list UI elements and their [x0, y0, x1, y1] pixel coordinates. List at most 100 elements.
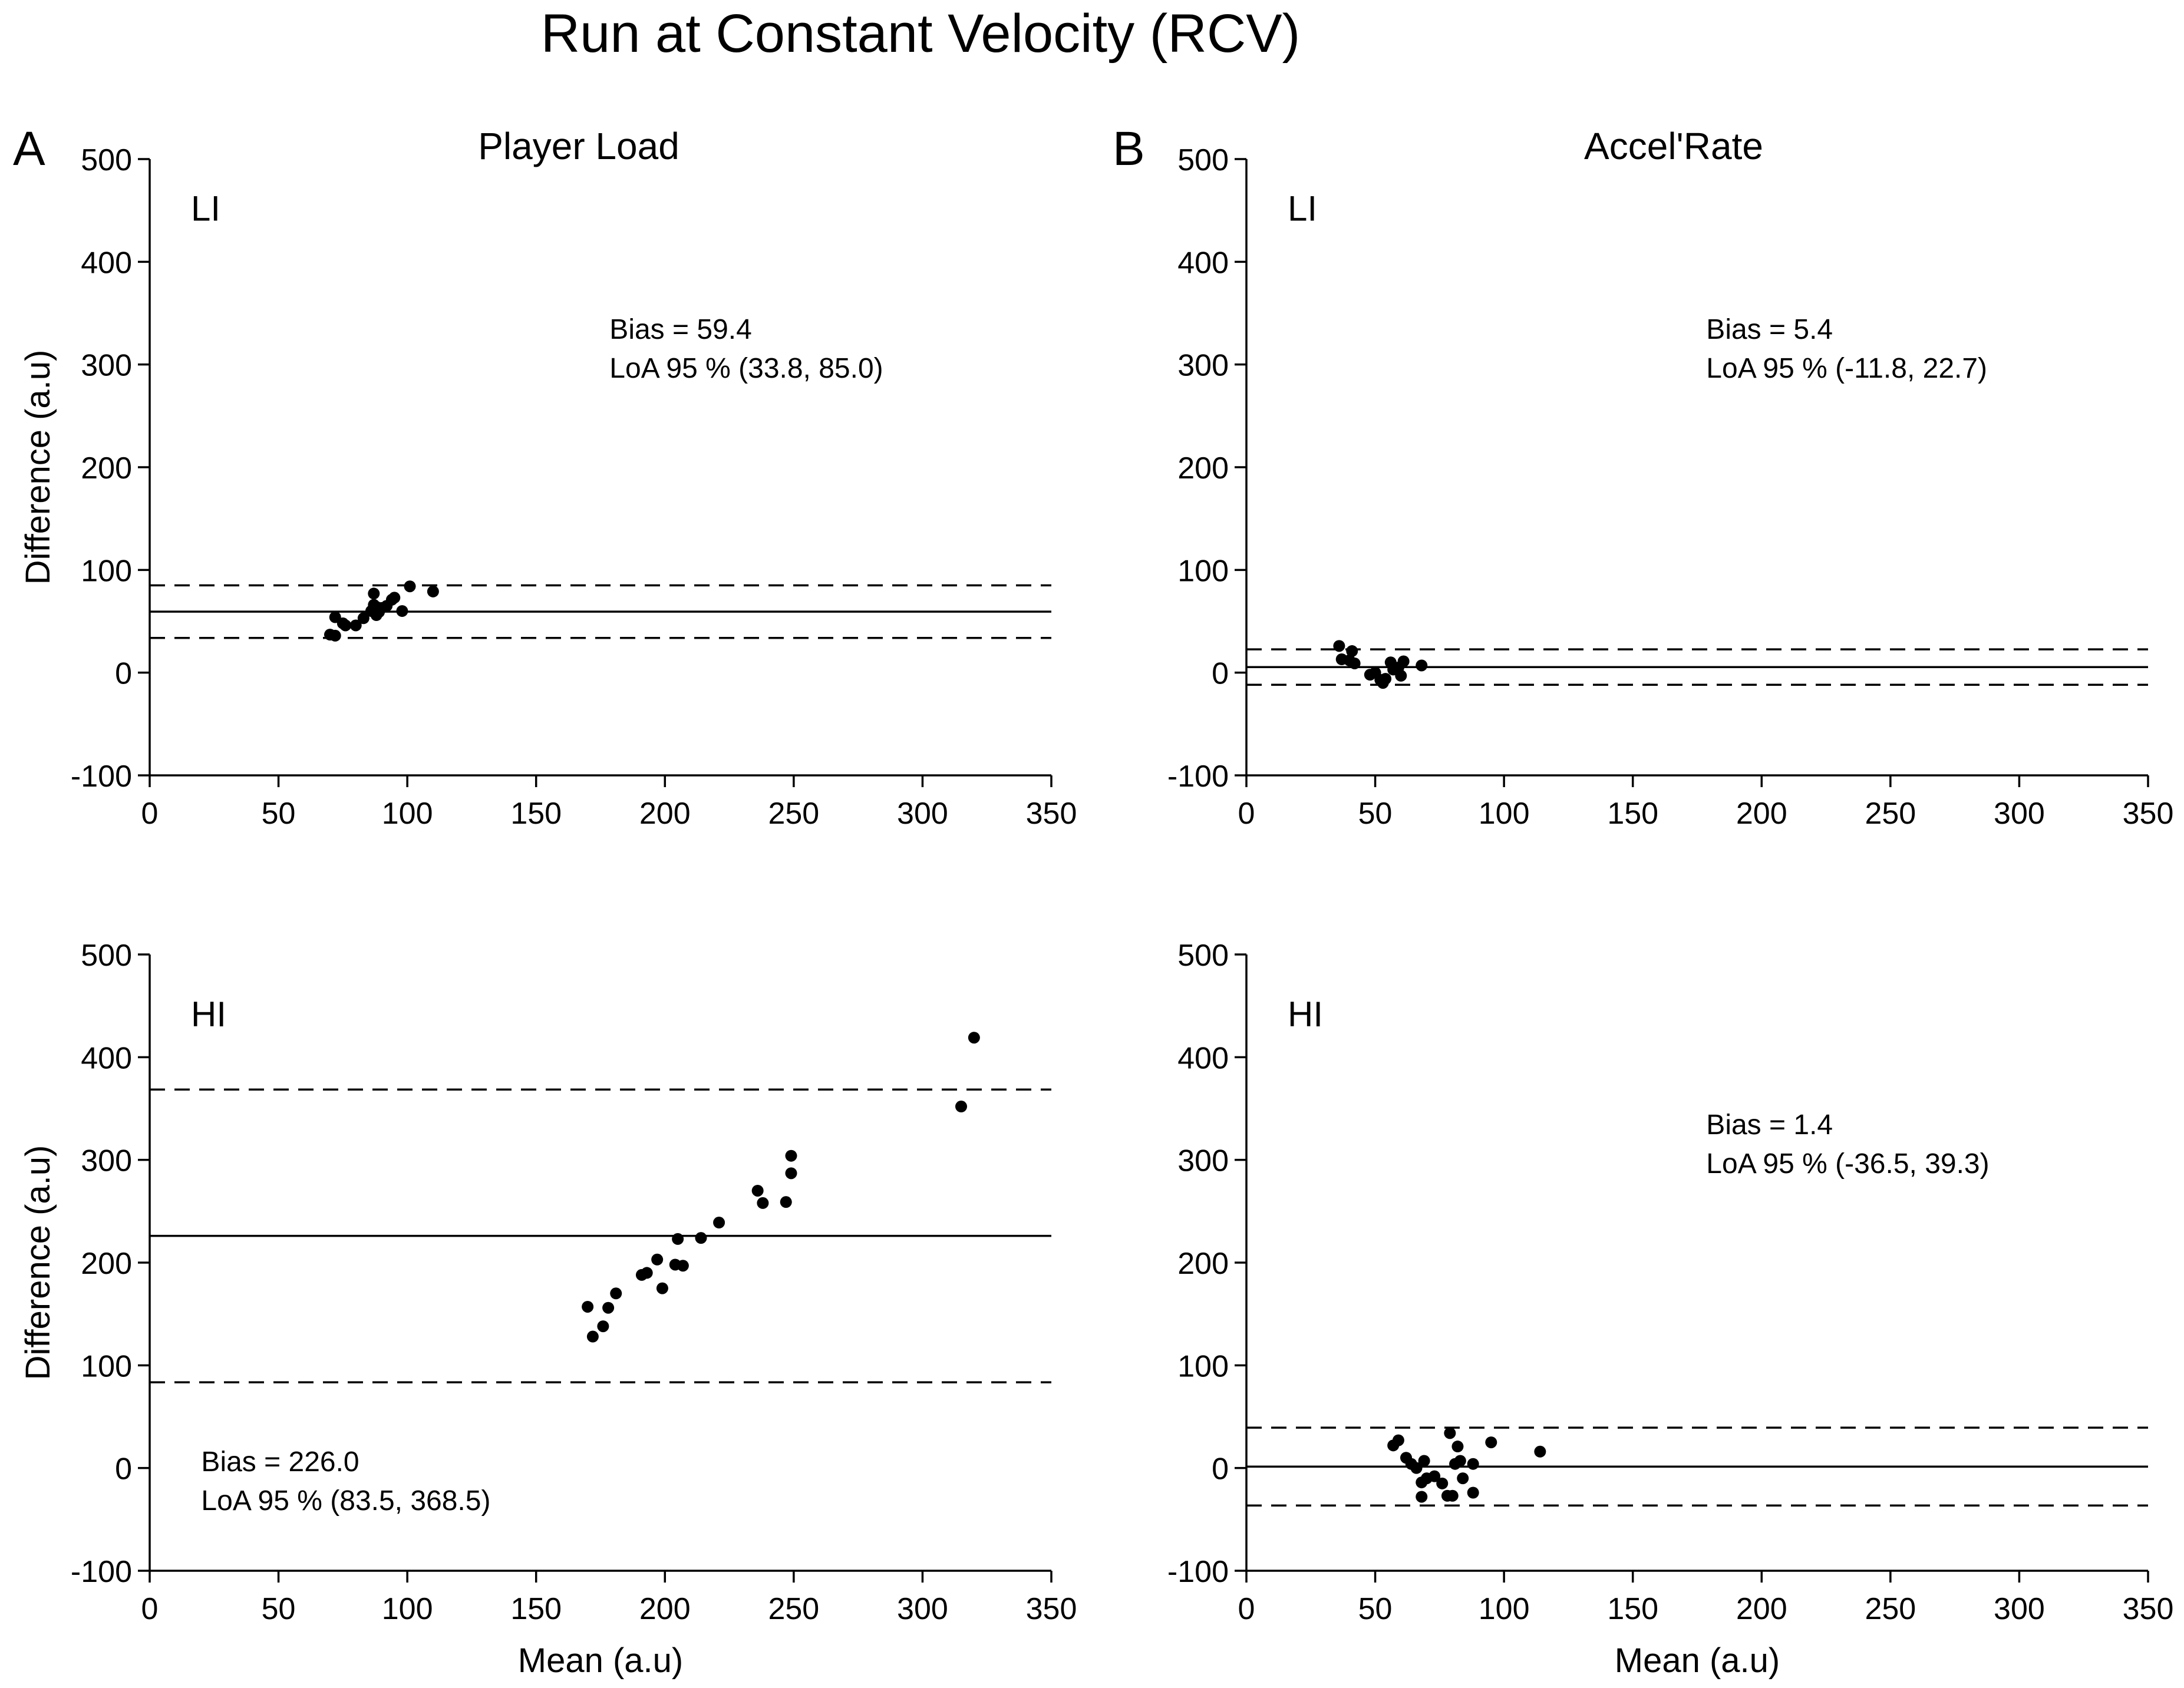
data-point — [677, 1260, 689, 1272]
x-tick-label: 100 — [1479, 797, 1530, 831]
x-tick-label: 350 — [1026, 1592, 1077, 1626]
data-point — [368, 587, 380, 600]
bias-annotation: Bias = 226.0 — [201, 1446, 359, 1478]
data-point — [1451, 1441, 1464, 1453]
data-point — [329, 629, 341, 642]
y-tick-label: -100 — [1167, 759, 1229, 794]
data-point — [651, 1253, 664, 1266]
y-tick-label: 200 — [81, 1247, 132, 1281]
y-tick-label: -100 — [71, 759, 132, 794]
panel-label-b: B — [1113, 122, 1145, 176]
y-tick-label: 0 — [115, 1452, 132, 1487]
y-tick-label: 300 — [81, 349, 132, 383]
data-point — [1444, 1427, 1456, 1439]
data-point — [785, 1149, 797, 1162]
x-axis-label: Mean (a.u) — [518, 1641, 683, 1680]
data-point — [1534, 1445, 1546, 1458]
data-point — [713, 1217, 725, 1229]
x-tick-label: 300 — [1994, 797, 2045, 831]
data-point — [388, 592, 401, 604]
x-tick-label: 100 — [382, 797, 433, 831]
y-tick-label: 0 — [1212, 657, 1229, 691]
data-point — [780, 1196, 792, 1208]
data-point — [1454, 1455, 1466, 1467]
condition-label: HI — [1288, 995, 1323, 1034]
data-point — [357, 612, 370, 625]
data-point — [1428, 1470, 1441, 1482]
data-point — [427, 585, 439, 597]
y-tick-label: 500 — [1177, 939, 1229, 973]
y-tick-label: -100 — [1167, 1555, 1229, 1589]
data-point — [1346, 645, 1358, 658]
data-point — [349, 619, 362, 632]
x-tick-label: 350 — [1026, 797, 1077, 831]
data-point — [1333, 640, 1345, 652]
y-tick-label: 100 — [1177, 554, 1229, 588]
x-axis-label: Mean (a.u) — [1615, 1641, 1780, 1680]
data-point — [396, 605, 408, 617]
data-point — [968, 1032, 980, 1044]
bias-annotation: Bias = 59.4 — [609, 314, 752, 345]
data-point — [404, 580, 416, 593]
panel-label-a: A — [13, 122, 45, 176]
data-point — [1446, 1489, 1459, 1502]
data-point — [641, 1267, 653, 1279]
y-tick-label: -100 — [71, 1555, 132, 1589]
y-tick-label: 300 — [81, 1144, 132, 1178]
loa-annotation: LoA 95 % (-11.8, 22.7) — [1706, 353, 1987, 384]
data-point — [955, 1101, 967, 1113]
data-point — [597, 1320, 609, 1333]
x-tick-label: 150 — [1607, 797, 1658, 831]
condition-label: LI — [1288, 189, 1317, 229]
chart-panel-4: -100 0 100 200 300 400 500 0 50 100 150 200 250 300 35… — [1167, 939, 2173, 1680]
x-tick-label: 0 — [141, 797, 159, 831]
data-point — [1418, 1455, 1430, 1467]
y-tick-label: 400 — [1177, 1041, 1229, 1075]
y-tick-label: 200 — [1177, 451, 1229, 485]
y-tick-label: 300 — [1177, 1144, 1229, 1178]
data-point — [1436, 1477, 1449, 1489]
data-point — [672, 1233, 684, 1245]
y-tick-label: 100 — [1177, 1349, 1229, 1383]
data-point — [610, 1287, 622, 1300]
x-tick-label: 200 — [639, 797, 691, 831]
x-tick-label: 200 — [1736, 1592, 1787, 1626]
chart-panel-1: -100 0 100 200 300 400 500 0 50 100 150 200 250 300 35… — [19, 143, 1077, 831]
data-point — [751, 1184, 764, 1197]
x-tick-label: 350 — [2123, 797, 2174, 831]
x-tick-label: 300 — [897, 1592, 948, 1626]
y-tick-label: 400 — [81, 246, 132, 280]
data-point — [1397, 655, 1410, 668]
x-tick-label: 250 — [1865, 797, 1916, 831]
data-point — [586, 1330, 599, 1343]
data-point — [785, 1167, 797, 1180]
y-tick-label: 400 — [1177, 246, 1229, 280]
data-point — [757, 1197, 769, 1209]
data-point — [339, 619, 352, 632]
y-axis-label: Difference (a.u) — [19, 350, 57, 585]
y-tick-label: 100 — [81, 554, 132, 588]
loa-annotation: LoA 95 % (33.8, 85.0) — [609, 353, 883, 384]
y-tick-label: 100 — [81, 1349, 132, 1383]
x-tick-label: 50 — [262, 1592, 296, 1626]
y-tick-label: 500 — [81, 143, 132, 177]
x-tick-label: 150 — [510, 797, 562, 831]
y-tick-label: 0 — [115, 657, 132, 691]
data-point — [1392, 1434, 1404, 1446]
data-point — [1467, 1458, 1479, 1470]
y-tick-label: 400 — [81, 1041, 132, 1075]
y-tick-label: 0 — [1212, 1452, 1229, 1487]
data-point — [656, 1282, 668, 1294]
x-tick-label: 0 — [1238, 797, 1255, 831]
x-tick-label: 100 — [1479, 1592, 1530, 1626]
loa-annotation: LoA 95 % (83.5, 368.5) — [201, 1485, 490, 1517]
data-point — [1380, 673, 1392, 685]
y-tick-label: 500 — [81, 939, 132, 973]
data-point — [1410, 1462, 1423, 1474]
condition-label: LI — [191, 189, 220, 229]
condition-label: HI — [191, 995, 226, 1034]
data-point — [1416, 659, 1428, 672]
x-tick-label: 50 — [262, 797, 296, 831]
data-point — [1485, 1436, 1497, 1449]
x-tick-label: 150 — [510, 1592, 562, 1626]
